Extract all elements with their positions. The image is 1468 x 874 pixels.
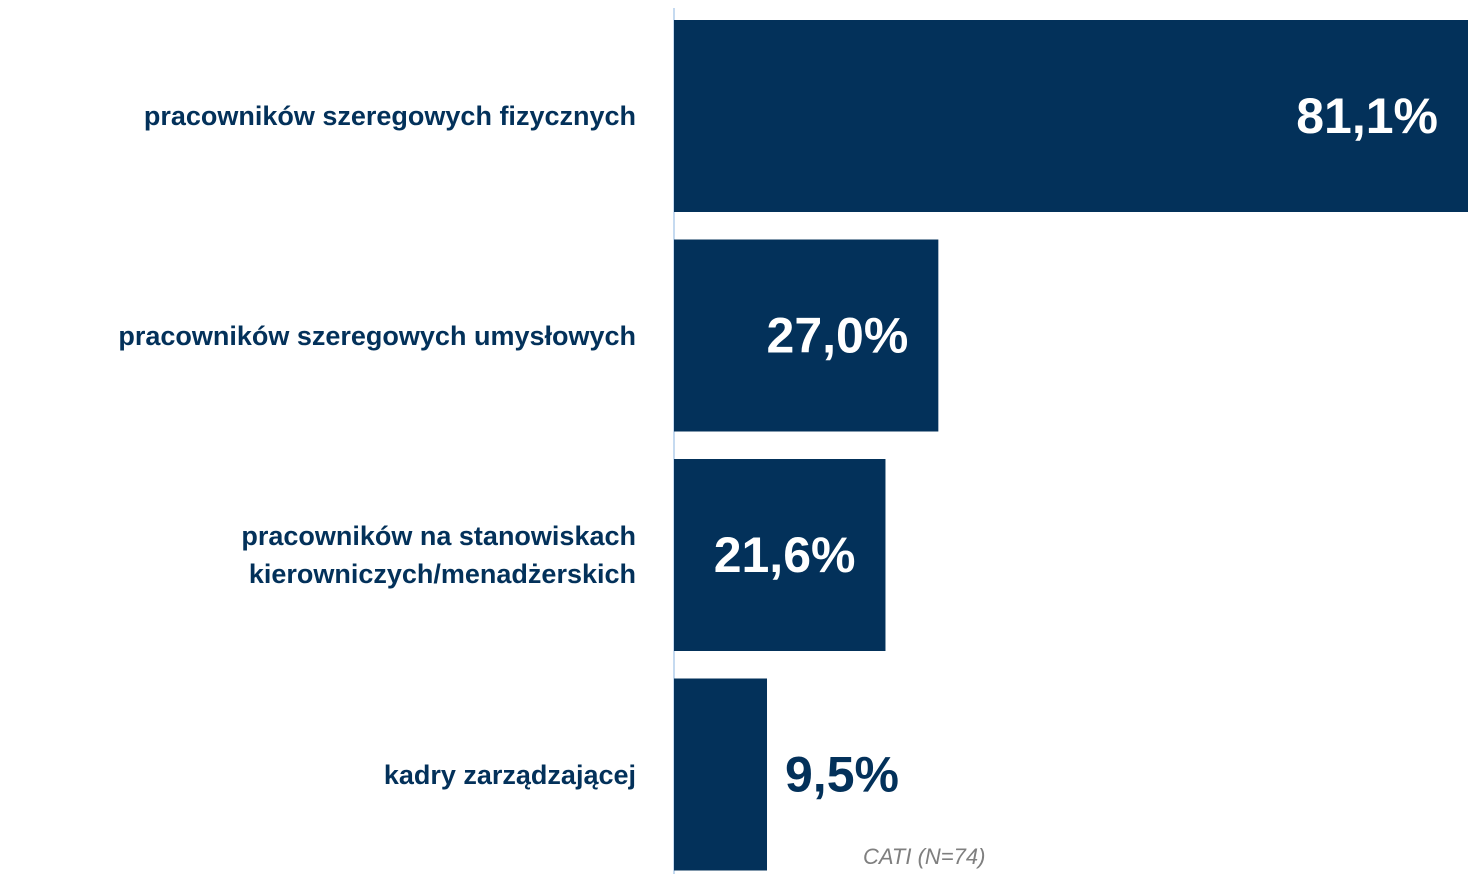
note: CATI (N=74): [863, 844, 985, 869]
category-label: pracowników szeregowych umysłowych: [118, 320, 636, 351]
bar: [674, 20, 1468, 212]
category-label: kadry zarządzającej: [383, 759, 636, 790]
bar: [674, 678, 768, 871]
bar: [674, 239, 939, 432]
value-label: 9,5%: [785, 747, 899, 803]
category-label: pracowników na stanowiskach kierowniczyc…: [241, 521, 636, 589]
bar: [674, 459, 886, 651]
value-label: 27,0%: [767, 308, 909, 364]
value-label: 21,6%: [714, 527, 856, 583]
value-label: 81,1%: [1296, 88, 1438, 144]
category-label: pracowników szeregowych fizycznych: [143, 101, 636, 131]
